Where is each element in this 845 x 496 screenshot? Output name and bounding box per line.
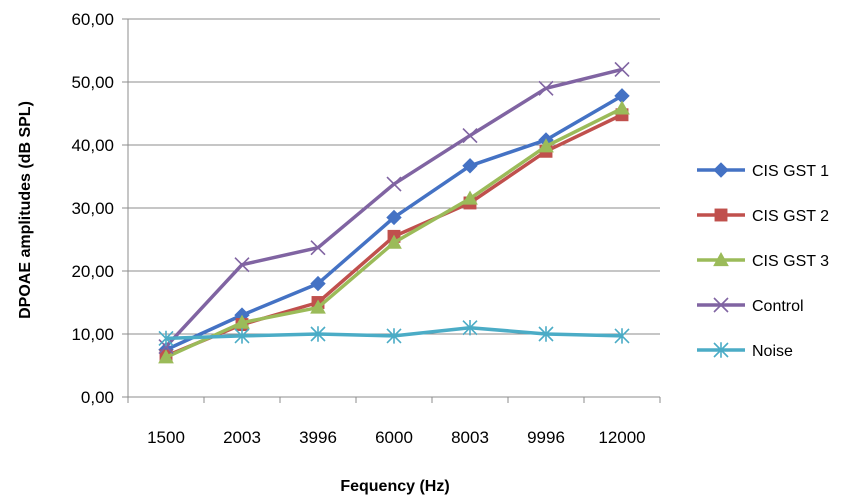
data-point bbox=[614, 328, 630, 344]
legend-label: Noise bbox=[752, 343, 793, 360]
data-point bbox=[158, 330, 174, 347]
data-point bbox=[310, 275, 326, 292]
y-tick-label: 0,00 bbox=[81, 388, 114, 407]
data-point bbox=[462, 320, 478, 336]
x-axis-title: Fequency (Hz) bbox=[340, 478, 449, 495]
data-point bbox=[462, 127, 478, 144]
data-point bbox=[158, 349, 174, 364]
x-tick-label: 1500 bbox=[147, 428, 185, 447]
y-tick-label: 10,00 bbox=[71, 325, 114, 344]
series-cis-gst-1 bbox=[158, 88, 630, 358]
data-point bbox=[462, 190, 478, 205]
data-point bbox=[462, 158, 478, 174]
x-tick-label: 6000 bbox=[375, 428, 413, 447]
data-point bbox=[714, 208, 728, 222]
data-point bbox=[386, 176, 402, 192]
x-tick-label: 12000 bbox=[598, 428, 645, 447]
legend-label: CIS GST 2 bbox=[752, 208, 829, 225]
y-axis-title: DPOAE amplitudes (dB SPL) bbox=[17, 101, 34, 319]
legend-item: CIS GST 3 bbox=[697, 251, 829, 270]
x-tick-label: 8003 bbox=[451, 428, 489, 447]
data-point bbox=[538, 138, 554, 153]
series-cis-gst-3 bbox=[158, 100, 630, 364]
y-tick-label: 30,00 bbox=[71, 199, 114, 218]
legend-item: CIS GST 1 bbox=[697, 162, 829, 180]
legend-label: CIS GST 1 bbox=[752, 163, 829, 180]
y-tick-label: 50,00 bbox=[71, 73, 114, 92]
y-tick-label: 20,00 bbox=[71, 262, 114, 281]
legend-label: Control bbox=[752, 298, 804, 315]
x-tick-label: 3996 bbox=[299, 428, 337, 447]
legend-item: CIS GST 2 bbox=[697, 208, 829, 225]
series-control bbox=[158, 61, 630, 355]
data-point bbox=[614, 100, 630, 115]
y-tick-labels: 0,00 10,00 20,00 30,00 40,00 50,00 60,00 bbox=[71, 10, 114, 407]
data-point bbox=[713, 297, 729, 313]
data-point bbox=[713, 162, 729, 178]
data-point bbox=[310, 240, 326, 256]
y-tick-label: 40,00 bbox=[71, 136, 114, 155]
data-point bbox=[538, 80, 554, 96]
data-point bbox=[386, 234, 402, 249]
y-tick-label: 60,00 bbox=[71, 10, 114, 29]
data-point bbox=[614, 61, 630, 77]
x-tick-label: 2003 bbox=[223, 428, 261, 447]
data-point bbox=[234, 257, 250, 273]
legend-item: Control bbox=[697, 297, 804, 315]
data-point bbox=[310, 299, 326, 314]
x-tick-labels: 1500 2003 3996 6000 8003 9996 12000 bbox=[147, 428, 646, 447]
legend: CIS GST 1 CIS GST 2 CIS GST 3 Control Noise bbox=[697, 162, 829, 360]
data-point bbox=[713, 342, 729, 358]
data-point bbox=[234, 328, 250, 344]
data-point bbox=[158, 339, 174, 355]
data-point bbox=[310, 326, 326, 342]
x-tick-label: 9996 bbox=[527, 428, 565, 447]
data-point bbox=[538, 326, 554, 342]
data-point bbox=[713, 251, 729, 267]
legend-label: CIS GST 3 bbox=[752, 253, 829, 270]
data-point bbox=[386, 328, 402, 344]
axes bbox=[122, 18, 661, 403]
series-group bbox=[158, 61, 630, 364]
data-point bbox=[386, 209, 402, 226]
legend-item: Noise bbox=[697, 342, 793, 360]
gridlines bbox=[128, 18, 660, 335]
series-noise bbox=[158, 320, 630, 347]
